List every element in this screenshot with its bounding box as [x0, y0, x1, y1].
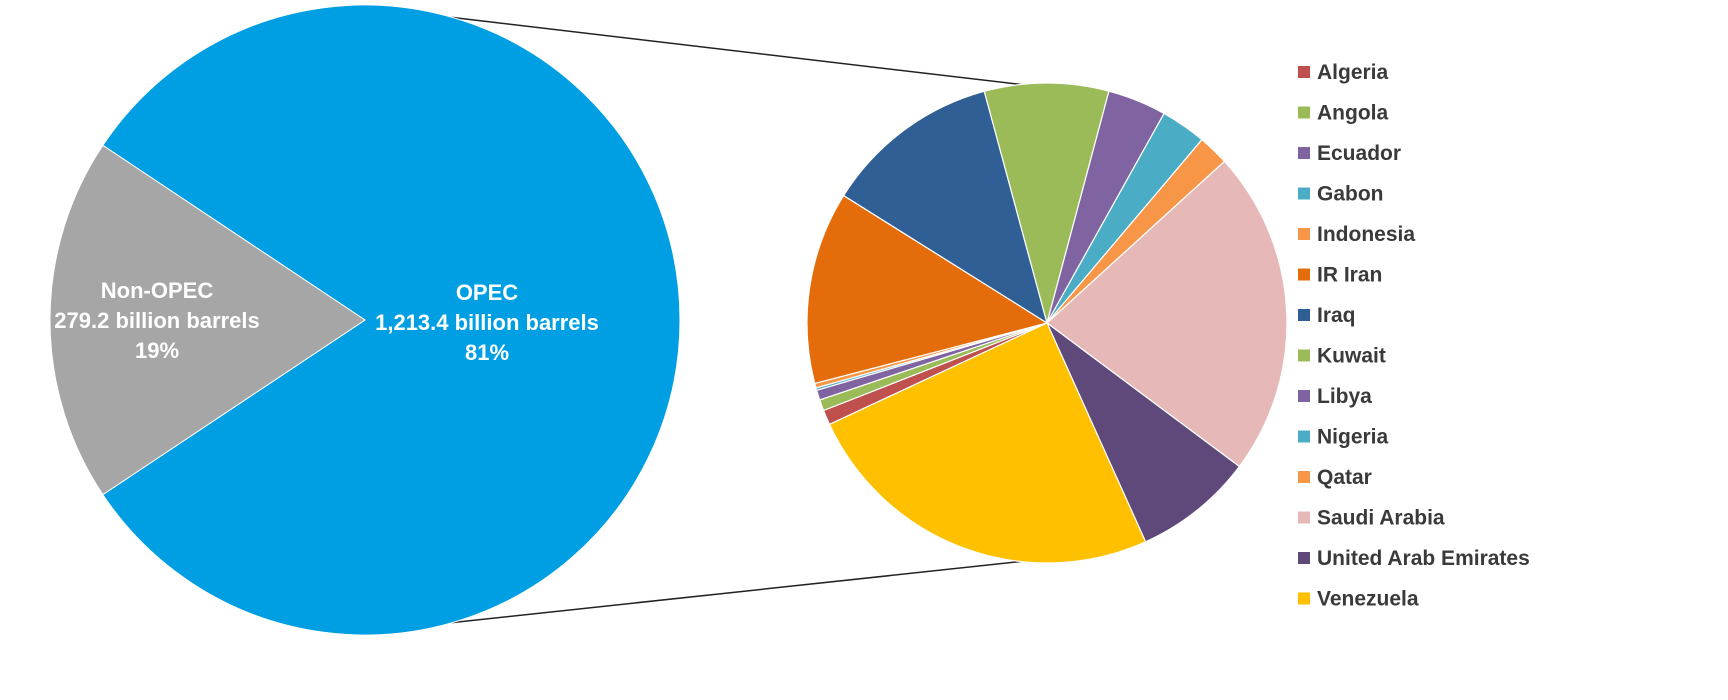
legend-label: Angola	[1317, 102, 1388, 125]
opec-share-pie: OPEC 1,213.4 billion barrels 81% Non-OPEC 27…	[49, 4, 681, 636]
legend-swatch	[1298, 511, 1310, 524]
slice-united-arab-emirates	[1045, 321, 1241, 543]
slice-label-line: 279.2 billion barrels	[54, 308, 259, 333]
legend-swatch	[1298, 66, 1310, 78]
legend: Algeria Angola Ecuador Gabon Indonesia IR Ira…	[1298, 61, 1530, 611]
legend-item-angola: Angola	[1298, 102, 1388, 125]
legend-swatch	[1298, 309, 1310, 321]
slice-ir-iran	[806, 194, 1049, 385]
legend-label: United Arab Emirates	[1317, 547, 1530, 570]
legend-label: IR Iran	[1317, 264, 1382, 287]
legend-swatch	[1298, 390, 1310, 402]
slice-opec	[102, 4, 681, 636]
slice-venezuela	[828, 322, 1147, 564]
legend-label: Venezuela	[1317, 588, 1419, 611]
connector-lines	[354, 5, 1043, 634]
legend-swatch	[1298, 430, 1310, 443]
slice-label-line: OPEC	[456, 280, 518, 305]
legend-item-venezuela: Venezuela	[1298, 588, 1419, 611]
legend-item-nigeria: Nigeria	[1298, 426, 1389, 449]
slice-label-line: 81%	[465, 340, 509, 365]
slice-label-non-opec: Non-OPEC 279.2 billion barrels 19%	[54, 278, 259, 363]
legend-item-iraq: Iraq	[1298, 304, 1356, 327]
connector-line-top	[354, 5, 1043, 88]
slice-saudi-arabia	[1046, 160, 1288, 468]
legend-item-qatar: Qatar	[1298, 466, 1372, 489]
legend-swatch	[1298, 349, 1310, 362]
legend-item-libya: Libya	[1298, 385, 1372, 408]
legend-swatch	[1298, 471, 1310, 483]
legend-swatch	[1298, 592, 1310, 605]
legend-label: Kuwait	[1317, 345, 1386, 368]
slice-label-line: 19%	[135, 338, 179, 363]
legend-label: Saudi Arabia	[1317, 507, 1445, 530]
legend-swatch	[1298, 147, 1310, 159]
legend-label: Gabon	[1317, 183, 1384, 206]
legend-item-ir-iran: IR Iran	[1298, 264, 1382, 287]
legend-item-saudi-arabia: Saudi Arabia	[1298, 507, 1445, 530]
legend-swatch	[1298, 187, 1310, 200]
legend-swatch	[1298, 552, 1310, 564]
slice-iraq	[842, 90, 1048, 325]
legend-item-kuwait: Kuwait	[1298, 345, 1386, 368]
slice-non-opec	[49, 144, 366, 496]
legend-swatch	[1298, 106, 1310, 119]
legend-item-indonesia: Indonesia	[1298, 223, 1415, 246]
slice-label-line: 1,213.4 billion barrels	[375, 310, 599, 335]
slice-kuwait	[983, 82, 1110, 326]
legend-label: Nigeria	[1317, 426, 1389, 449]
legend-swatch	[1298, 228, 1310, 240]
legend-item-united-arab-emirates: United Arab Emirates	[1298, 547, 1530, 570]
legend-label: Libya	[1317, 385, 1372, 408]
connector-line-bottom	[354, 559, 1036, 634]
legend-swatch	[1298, 268, 1310, 281]
slice-label-opec: OPEC 1,213.4 billion barrels 81%	[375, 280, 599, 365]
legend-item-gabon: Gabon	[1298, 183, 1384, 206]
opec-members-pie	[806, 82, 1288, 564]
legend-label: Algeria	[1317, 61, 1389, 84]
legend-label: Ecuador	[1317, 142, 1401, 165]
legend-item-ecuador: Ecuador	[1298, 142, 1401, 165]
slice-label-line: Non-OPEC	[101, 278, 214, 303]
legend-label: Iraq	[1317, 304, 1356, 327]
legend-item-algeria: Algeria	[1298, 61, 1389, 84]
legend-label: Indonesia	[1317, 223, 1415, 246]
legend-label: Qatar	[1317, 466, 1372, 489]
